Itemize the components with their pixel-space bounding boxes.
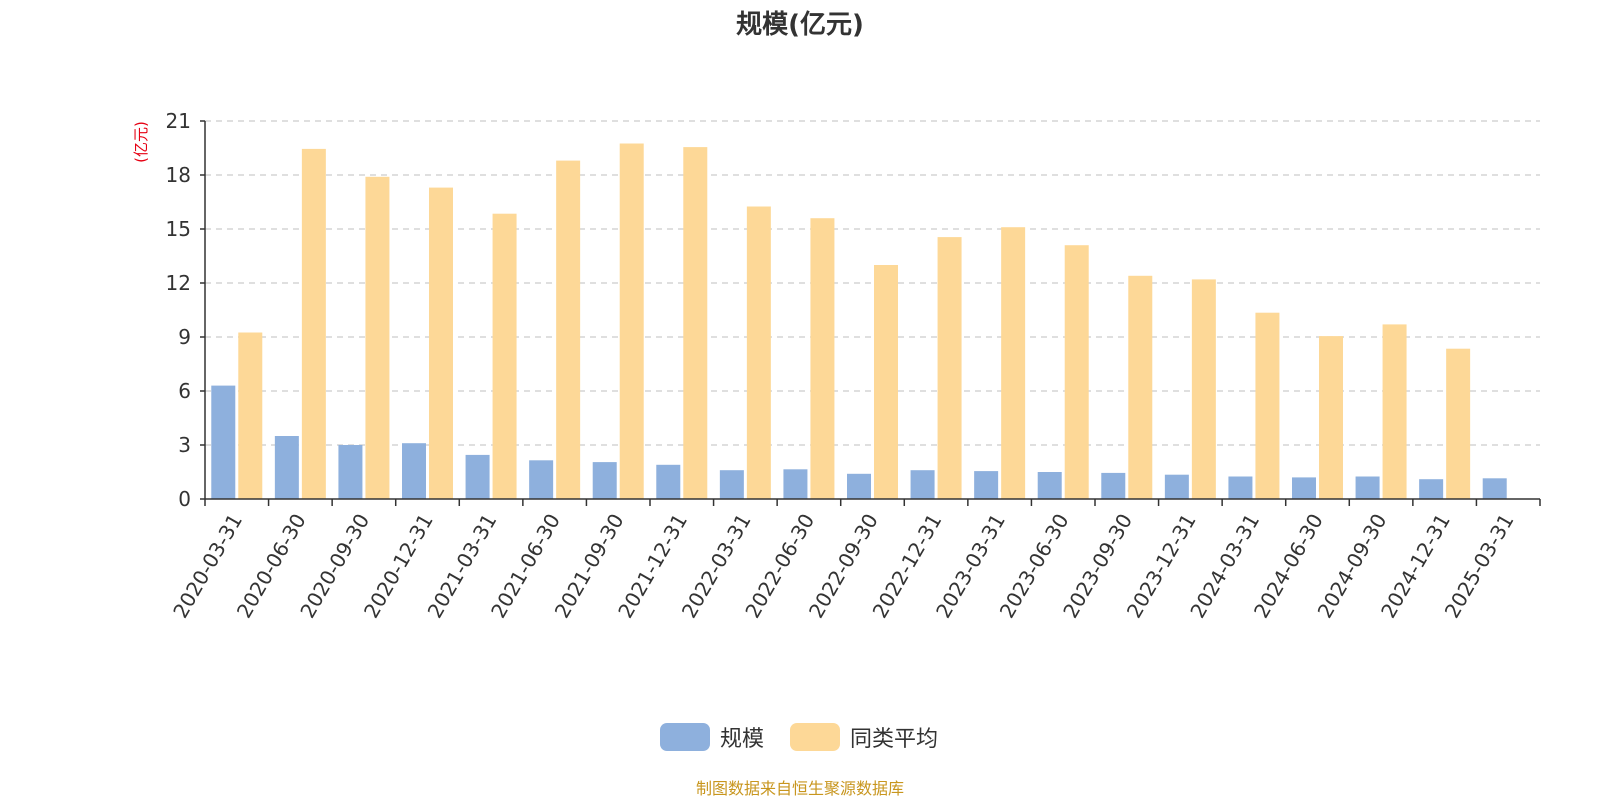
bar-peer-average (1191, 279, 1216, 499)
legend-label: 规模 (720, 727, 764, 752)
bar-peer-average (365, 176, 390, 500)
y-tick-label: 3 (178, 433, 191, 457)
bar-scale (1292, 477, 1316, 499)
legend-swatch (790, 723, 840, 751)
bar-peer-average (301, 148, 326, 499)
y-tick-label: 21 (166, 109, 191, 133)
y-tick-label: 9 (178, 325, 191, 349)
y-tick-label: 6 (178, 379, 191, 403)
bar-scale (974, 471, 999, 499)
bar-scale (211, 385, 236, 499)
bar-peer-average (1128, 275, 1153, 499)
bar-scale (592, 462, 617, 499)
bar-scale (656, 464, 681, 499)
bar-scale (1355, 476, 1380, 499)
bar-scale (1037, 472, 1062, 499)
bar-peer-average (874, 265, 898, 499)
legend-label: 同类平均 (850, 727, 938, 752)
bar-peer-average (1001, 227, 1026, 499)
bar-scale (910, 470, 935, 499)
bar-peer-average (429, 187, 453, 499)
bar-scale (1101, 472, 1126, 499)
bar-scale (1482, 478, 1507, 499)
bar-scale (719, 470, 744, 499)
bar-scale (1419, 479, 1444, 499)
bar-peer-average (556, 160, 581, 499)
chart-title: 规模(亿元) (736, 10, 864, 40)
grid-lines (205, 120, 1540, 446)
bar-peer-average (492, 213, 517, 499)
legend-swatch (660, 723, 710, 751)
bar-peer-average (1255, 312, 1280, 499)
bar-scale (1164, 474, 1189, 499)
y-tick-label: 12 (166, 271, 191, 295)
bar-peer-average (683, 147, 708, 499)
y-tick-label: 15 (166, 217, 191, 241)
bar-scale (465, 454, 490, 499)
source-note: 制图数据来自恒生聚源数据库 (696, 779, 904, 798)
bar-peer-average (746, 206, 771, 499)
y-axis-unit-label: (亿元) (132, 121, 150, 163)
bar-scale (274, 436, 299, 499)
bar-peer-average (238, 332, 263, 499)
bar-peer-average (1319, 336, 1343, 499)
bar-scale (402, 443, 426, 499)
legend: 规模 同类平均 (660, 723, 938, 752)
bar-scale (847, 473, 871, 499)
bar-peer-average (810, 218, 835, 499)
y-tick-label: 0 (178, 487, 191, 511)
bar-peer-average (1382, 324, 1407, 499)
bar-scale (338, 445, 363, 499)
bar-scale (529, 460, 554, 499)
bar-scale (1228, 476, 1253, 499)
bar-peer-average (937, 237, 962, 499)
y-tick-label: 18 (166, 163, 191, 187)
bar-peer-average (619, 143, 644, 499)
bar-peer-average (1064, 245, 1089, 499)
bars (211, 143, 1507, 500)
bar-scale (783, 469, 808, 499)
bar-peer-average (1446, 348, 1471, 499)
